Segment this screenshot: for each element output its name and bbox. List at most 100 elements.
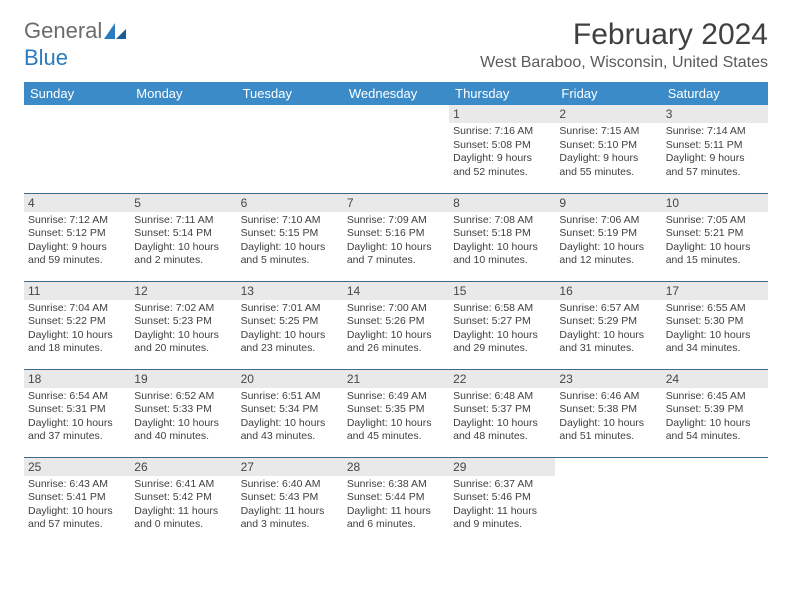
calendar-day-cell: 22Sunrise: 6:48 AMSunset: 5:37 PMDayligh… <box>449 369 555 457</box>
day-number: 28 <box>343 458 449 476</box>
day-info: Sunrise: 6:40 AMSunset: 5:43 PMDaylight:… <box>241 478 339 533</box>
sunrise-text: Sunrise: 7:12 AM <box>28 214 126 228</box>
calendar-day-cell: 12Sunrise: 7:02 AMSunset: 5:23 PMDayligh… <box>130 281 236 369</box>
calendar-day-cell: 11Sunrise: 7:04 AMSunset: 5:22 PMDayligh… <box>24 281 130 369</box>
daylight-text: and 57 minutes. <box>28 518 126 532</box>
calendar-week-row: 18 Sunrise: 6:54 AMSunset: 5:31 PM Dayligh… <box>24 369 768 457</box>
daylight-text: and 10 minutes. <box>453 254 551 268</box>
sunset-text: Sunset: 5:33 PM <box>134 403 232 417</box>
sunrise-text: Sunrise: 7:04 AM <box>28 302 126 316</box>
calendar-day-cell: 25Sunrise: 6:43 AMSunset: 5:41 PMDayligh… <box>24 457 130 545</box>
day-number: 21 <box>343 370 449 388</box>
daylight-text: and 54 minutes. <box>666 430 764 444</box>
daylight-text: Daylight: 11 hours <box>453 505 551 519</box>
day-info: Sunrise: 6:41 AMSunset: 5:42 PMDaylight:… <box>134 478 232 533</box>
daylight-text: Daylight: 10 hours <box>134 329 232 343</box>
calendar-day-cell: 7Sunrise: 7:09 AMSunset: 5:16 PMDaylight… <box>343 193 449 281</box>
calendar-day-cell: 19 Sunrise: 6:52 AMSunset: 5:33 PMDayligh… <box>130 369 236 457</box>
daylight-text: Daylight: 10 hours <box>241 329 339 343</box>
sunrise-text: Sunrise: 7:15 AM <box>559 125 657 139</box>
day-info: Sunrise: 6:51 AMSunset: 5:34 PMDaylight:… <box>241 390 339 445</box>
month-title: February 2024 <box>480 18 768 52</box>
daylight-text: and 59 minutes. <box>28 254 126 268</box>
calendar-day-cell: 23 Sunrise: 6:46 AMSunset: 5:38 PMDayligh… <box>555 369 661 457</box>
calendar-day-cell: 17Sunrise: 6:55 AMSunset: 5:30 PMDayligh… <box>662 281 768 369</box>
calendar-week-row: 1Sunrise: 7:16 AMSunset: 5:08 PMDaylight… <box>24 105 768 193</box>
calendar-day-cell: 24Sunrise: 6:45 AMSunset: 5:39 PMDayligh… <box>662 369 768 457</box>
sunrise-text: Sunrise: 6:45 AM <box>666 390 764 404</box>
daylight-text: and 40 minutes. <box>134 430 232 444</box>
daylight-text: and 57 minutes. <box>666 166 764 180</box>
daylight-text: and 7 minutes. <box>347 254 445 268</box>
sunset-text: Sunset: 5:30 PM <box>666 315 764 329</box>
sunset-text: Sunset: 5:46 PM <box>453 491 551 505</box>
logo-sail-icon <box>104 19 126 45</box>
daylight-text: Daylight: 10 hours <box>453 417 551 431</box>
daylight-text: Daylight: 10 hours <box>453 241 551 255</box>
day-info: Sunrise: 6:46 AMSunset: 5:38 PMDaylight:… <box>559 390 657 445</box>
calendar-day-cell: 1Sunrise: 7:16 AMSunset: 5:08 PMDaylight… <box>449 105 555 193</box>
sunset-text: Sunset: 5:21 PM <box>666 227 764 241</box>
day-number: 18 <box>24 370 130 388</box>
daylight-text: Daylight: 9 hours <box>559 152 657 166</box>
daylight-text: Daylight: 10 hours <box>559 241 657 255</box>
day-info: Sunrise: 7:06 AMSunset: 5:19 PMDaylight:… <box>559 214 657 269</box>
day-number: 8 <box>449 194 555 212</box>
sunrise-text: Sunrise: 7:11 AM <box>134 214 232 228</box>
calendar-day-cell: 21Sunrise: 6:49 AMSunset: 5:35 PMDayligh… <box>343 369 449 457</box>
daylight-text: Daylight: 10 hours <box>28 505 126 519</box>
day-info: Sunrise: 6:58 AMSunset: 5:27 PMDaylight:… <box>453 302 551 357</box>
sunset-text: Sunset: 5:31 PM <box>28 403 126 417</box>
day-info: Sunrise: 7:08 AMSunset: 5:18 PMDaylight:… <box>453 214 551 269</box>
calendar-day-cell: 18Sunrise: 6:54 AMSunset: 5:31 PMDayligh… <box>24 369 130 457</box>
sunrise-text: Sunrise: 7:09 AM <box>347 214 445 228</box>
day-info: Sunrise: 6:37 AMSunset: 5:46 PMDaylight:… <box>453 478 551 533</box>
day-info: Sunrise: 6:52 AMSunset: 5:33 PMDaylight:… <box>134 390 232 445</box>
day-info: Sunrise: 7:02 AMSunset: 5:23 PMDaylight:… <box>134 302 232 357</box>
calendar-day-cell: 15 Sunrise: 6:58 AMSunset: 5:27 PMDayligh… <box>449 281 555 369</box>
sunrise-text: Sunrise: 7:16 AM <box>453 125 551 139</box>
day-info: Sunrise: 7:00 AMSunset: 5:26 PMDaylight:… <box>347 302 445 357</box>
sunrise-text: Sunrise: 6:38 AM <box>347 478 445 492</box>
sunset-text: Sunset: 5:11 PM <box>666 139 764 153</box>
weekday-header: Wednesday <box>343 82 449 105</box>
sunrise-text: Sunrise: 6:52 AM <box>134 390 232 404</box>
weekday-header: Friday <box>555 82 661 105</box>
day-number: 23 <box>555 370 661 388</box>
calendar-page: GeneralBlue February 2024 West Baraboo, … <box>0 0 792 563</box>
sunset-text: Sunset: 5:41 PM <box>28 491 126 505</box>
daylight-text: Daylight: 10 hours <box>559 329 657 343</box>
sunrise-text: Sunrise: 6:51 AM <box>241 390 339 404</box>
logo-word-1: General <box>24 18 102 43</box>
day-number: 25 <box>24 458 130 476</box>
sunrise-text: Sunrise: 6:54 AM <box>28 390 126 404</box>
weekday-header: Tuesday <box>237 82 343 105</box>
daylight-text: and 43 minutes. <box>241 430 339 444</box>
sunrise-text: Sunrise: 6:49 AM <box>347 390 445 404</box>
day-info: Sunrise: 7:15 AMSunset: 5:10 PMDaylight:… <box>559 125 657 180</box>
daylight-text: Daylight: 9 hours <box>453 152 551 166</box>
day-number: 9 <box>555 194 661 212</box>
sunrise-text: Sunrise: 6:37 AM <box>453 478 551 492</box>
calendar-day-cell: 26Sunrise: 6:41 AMSunset: 5:42 PMDayligh… <box>130 457 236 545</box>
day-number: 15 <box>449 282 555 300</box>
calendar-day-cell: 3Sunrise: 7:14 AMSunset: 5:11 PMDaylight… <box>662 105 768 193</box>
sunset-text: Sunset: 5:22 PM <box>28 315 126 329</box>
calendar-empty-cell <box>343 105 449 193</box>
day-number: 29 <box>449 458 555 476</box>
daylight-text: and 48 minutes. <box>453 430 551 444</box>
daylight-text: and 26 minutes. <box>347 342 445 356</box>
day-info: Sunrise: 6:55 AMSunset: 5:30 PMDaylight:… <box>666 302 764 357</box>
weekday-header: Sunday <box>24 82 130 105</box>
sunrise-text: Sunrise: 6:57 AM <box>559 302 657 316</box>
calendar-empty-cell <box>237 105 343 193</box>
day-info: Sunrise: 7:09 AMSunset: 5:16 PMDaylight:… <box>347 214 445 269</box>
day-number: 19 <box>130 370 236 388</box>
calendar-day-cell: 9 Sunrise: 7:06 AMSunset: 5:19 PMDaylight… <box>555 193 661 281</box>
calendar-day-cell: 14Sunrise: 7:00 AMSunset: 5:26 PMDayligh… <box>343 281 449 369</box>
sunset-text: Sunset: 5:12 PM <box>28 227 126 241</box>
calendar-day-cell: 10Sunrise: 7:05 AMSunset: 5:21 PMDayligh… <box>662 193 768 281</box>
weekday-header: Monday <box>130 82 236 105</box>
daylight-text: and 37 minutes. <box>28 430 126 444</box>
day-number: 6 <box>237 194 343 212</box>
